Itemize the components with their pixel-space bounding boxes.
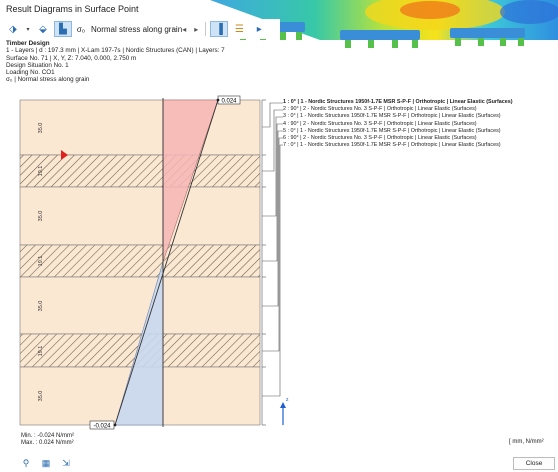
bottom-point [113,423,117,427]
window-title: Result Diagrams in Surface Point [0,0,210,18]
legend-item: 1 : 0° | 1 - Nordic Structures 1950f-1.7… [283,99,513,105]
layer-4 [19,244,261,278]
legend-item: 7 : 0° | 1 - Nordic Structures 1950f-1.7… [283,142,501,149]
dropdown-small-icon[interactable]: ▾ [26,26,30,33]
export-icon[interactable]: ⇲ [62,457,70,468]
z-axis-label: z [286,397,289,403]
toolbar-divider [205,22,207,36]
result-type-select[interactable]: σ₀ Normal stress along grain ⌵ [74,21,183,37]
stress-diagram-icon[interactable]: ▙ [54,21,72,37]
result-type-value: Normal stress along grain [91,24,183,34]
legend-item: 4 : 90° | 2 - Nordic Structures No. 3 S-… [283,120,477,127]
thickness-label-4: 19.1 [38,256,44,267]
layer-5 [19,276,261,335]
thickness-label-1: 35.0 [38,123,44,134]
thickness-label-2: 19.1 [38,166,44,177]
thickness-label-7: 35.0 [38,391,44,402]
legend-item: 6 : 90° | 2 - Nordic Structures No. 3 S-… [283,135,477,142]
module-name: Timber Design [6,40,50,47]
top-value: 0.024 [221,98,237,104]
close-button[interactable]: Close [513,457,555,470]
legend-item: 2 : 90° | 2 - Nordic Structures No. 3 S-… [283,106,477,113]
loading-info: Loading No. CO1 [6,69,55,77]
surface-info: Surface No. 71 | X, Y, Z: 7.040, 0.000, … [6,54,137,62]
thickness-label-5: 35.0 [38,301,44,312]
stress-line [114,99,219,426]
result-select-icon[interactable]: ⬙ [39,23,47,35]
chevron-down-icon: ⌵ [172,25,178,32]
min-value: Min. : -0.024 N/mm² [21,433,75,439]
units-label: [ mm, N/mm² [509,439,544,445]
design-situation: Design Situation No. 1 [6,61,69,69]
layer-2 [19,154,261,188]
result-info: σ₀ | Normal stress along grain [6,76,90,84]
max-value: Max. : 0.024 N/mm² [21,440,74,447]
thickness-label-6: 19.1 [38,346,44,357]
layer-1 [19,99,261,156]
triangle-right-icon[interactable]: ▸ [194,24,199,34]
result-symbol: σ₀ [76,24,86,34]
bottom-value: -0.024 [93,423,111,429]
layer-3 [19,186,261,246]
layers-info: 1 - Layers | d : 197.3 mm | X-Lam 197-7s… [6,47,225,55]
legend-item: 5 : 0° | 1 - Nordic Structures 1950f-1.7… [283,127,501,134]
min-max-summary: Min. : -0.024 N/mm² Max. : 0.024 N/mm² [21,433,74,447]
model-render-background [200,0,558,58]
bottom-toolbar: ⚲ ▦ ⇲ [20,458,72,468]
top-point [216,98,220,102]
layer-view-icon[interactable]: ▐ [210,21,229,37]
display-icon[interactable]: ⬗ [9,23,17,35]
triangle-left-icon[interactable]: ◂ [182,24,187,34]
thickness-label-3: 35.0 [38,211,44,222]
settings-icon[interactable]: ▸ [256,23,262,35]
layer-legend: 1 : 0° | 1 - Nordic Structures 1950f-1.7… [283,99,513,149]
legend-item: 3 : 0° | 1 - Nordic Structures 1950f-1.7… [283,113,501,120]
surface-point-marker [61,150,68,160]
search-icon[interactable]: ⚲ [22,457,30,468]
table-view-icon[interactable]: ☰ [234,23,244,35]
toolbar: ⬗ ▾ ⬙ ▙ σ₀ Normal stress along grain ⌵ ◂… [0,19,280,39]
z-axis-arrowhead [280,402,286,408]
table-icon[interactable]: ▦ [41,457,51,468]
info-panel: Timber Design 1 - Layers | d : 197.3 mm … [6,40,225,84]
